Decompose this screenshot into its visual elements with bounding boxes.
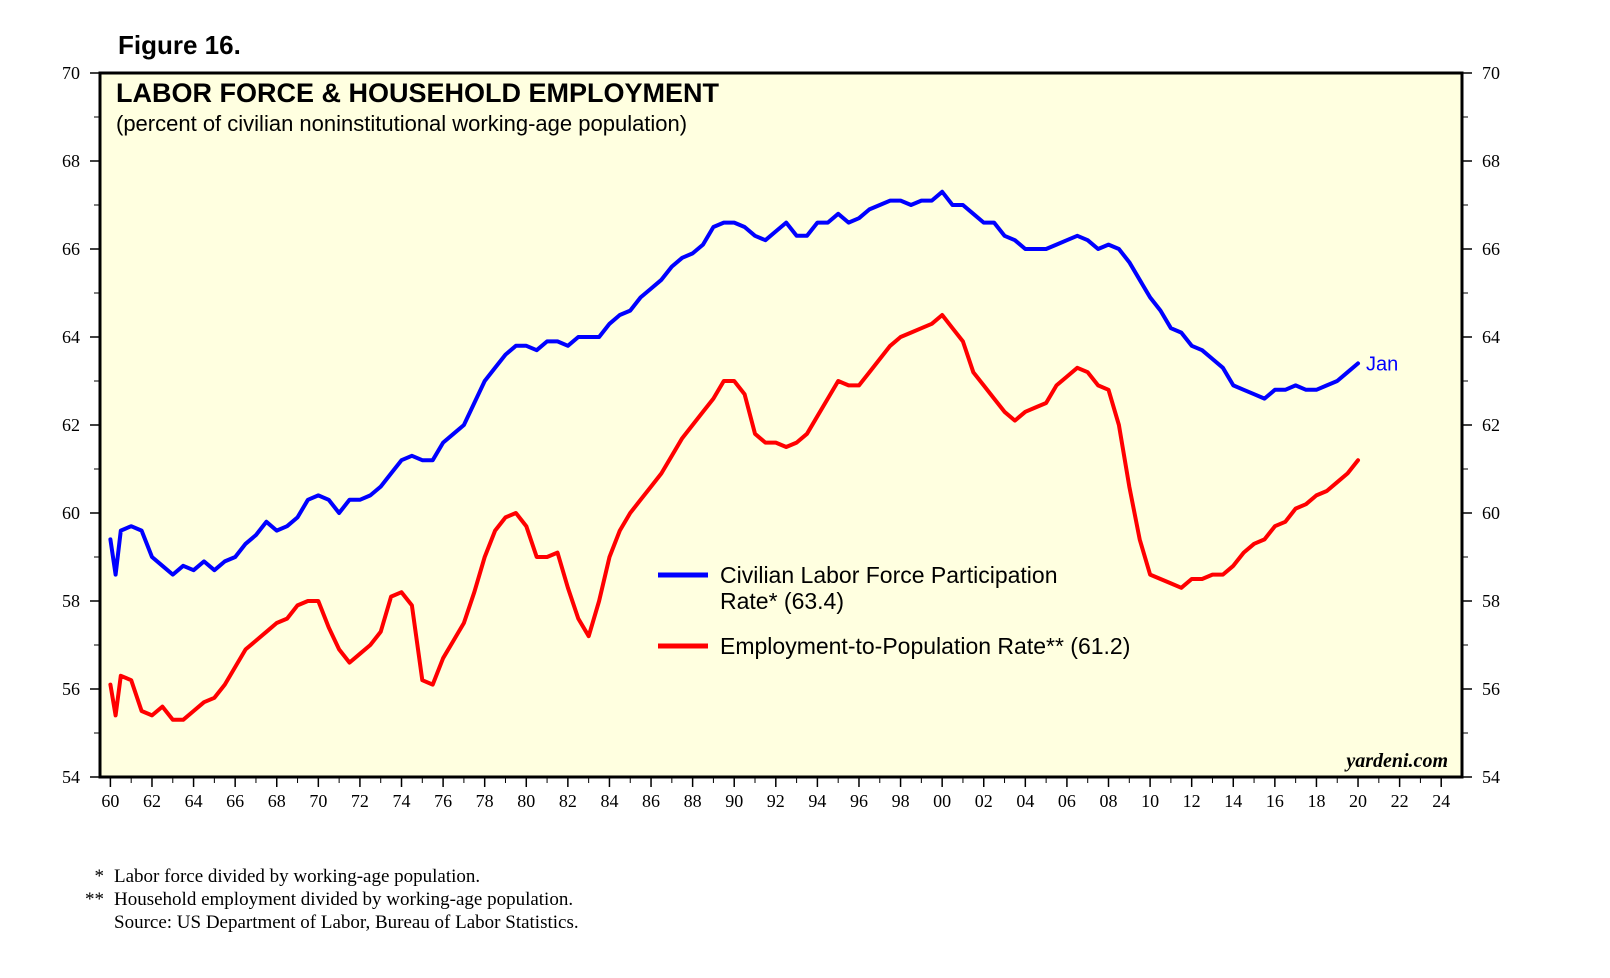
x-tick-label: 84 (600, 791, 618, 811)
y-tick-label-right: 66 (1482, 239, 1500, 259)
x-tick-label: 14 (1224, 791, 1242, 811)
x-tick-label: 18 (1307, 791, 1325, 811)
x-tick-label: 72 (351, 791, 369, 811)
y-tick-label-left: 60 (62, 503, 80, 523)
y-tick-label-left: 56 (62, 679, 80, 699)
source-credit: yardeni.com (1344, 750, 1448, 772)
legend: Civilian Labor Force ParticipationRate* … (658, 562, 1130, 659)
x-tick-label: 02 (975, 791, 993, 811)
y-tick-label-right: 60 (1482, 503, 1500, 523)
y-tick-label-left: 68 (62, 151, 80, 171)
x-tick-label: 22 (1391, 791, 1409, 811)
x-axis: 60 62 64 66 68 70 72 74 76 78 80 82 84 86 88 90 92 94 96 98… (101, 777, 1450, 811)
x-tick-label: 60 (101, 791, 119, 811)
y-tick-label-right: 62 (1482, 415, 1500, 435)
footnote-mark: ** (85, 889, 104, 910)
x-tick-label: 68 (268, 791, 286, 811)
x-tick-label: 74 (393, 791, 411, 811)
y-tick-label-right: 58 (1482, 591, 1500, 611)
plot-area (98, 71, 1464, 779)
y-tick-label-right: 70 (1482, 63, 1500, 83)
footnote-row: ** Household employment divided by worki… (60, 888, 579, 911)
x-tick-label: 10 (1141, 791, 1159, 811)
x-tick-label: 90 (725, 791, 743, 811)
y-tick-label-right: 64 (1482, 327, 1500, 347)
x-tick-label: 20 (1349, 791, 1367, 811)
y-tick-label-right: 54 (1482, 767, 1500, 787)
chart-subtitle: (percent of civilian noninstitutional wo… (116, 111, 687, 136)
x-tick-label: 70 (309, 791, 327, 811)
y-axis-left: 54 56 58 60 62 64 66 68 70 (62, 63, 100, 787)
footnote-text: Household employment divided by working-… (114, 889, 574, 910)
y-tick-label-right: 68 (1482, 151, 1500, 171)
figure-label: Figure 16. (118, 30, 241, 60)
footnote-mark (60, 911, 114, 934)
x-tick-label: 98 (892, 791, 910, 811)
x-tick-label: 86 (642, 791, 660, 811)
footnote-row: Source: US Department of Labor, Bureau o… (60, 911, 579, 934)
x-tick-label: 24 (1432, 791, 1450, 811)
x-tick-label: 08 (1100, 791, 1118, 811)
x-tick-label: 16 (1266, 791, 1284, 811)
legend-entry-label: Rate* (63.4) (720, 588, 844, 614)
x-tick-label: 78 (476, 791, 494, 811)
y-tick-label-left: 70 (62, 63, 80, 83)
x-tick-label: 00 (933, 791, 951, 811)
footnote-mark: * (94, 866, 105, 887)
x-tick-label: 88 (684, 791, 702, 811)
chart-title: LABOR FORCE & HOUSEHOLD EMPLOYMENT (116, 78, 720, 108)
source-note: Source: US Department of Labor, Bureau o… (114, 912, 579, 933)
x-tick-label: 66 (226, 791, 244, 811)
x-tick-label: 96 (850, 791, 868, 811)
footnotes: * Labor force divided by working-age pop… (60, 865, 579, 934)
x-tick-label: 06 (1058, 791, 1076, 811)
x-tick-label: 04 (1016, 791, 1034, 811)
legend-entry-label: Employment-to-Population Rate** (61.2) (720, 633, 1130, 659)
y-tick-label-left: 66 (62, 239, 80, 259)
employment-rate-line (108, 313, 1360, 722)
footnote-row: * Labor force divided by working-age pop… (60, 865, 579, 888)
y-axis-right: 54 56 58 60 62 64 66 68 70 (1462, 63, 1500, 787)
x-tick-label: 92 (767, 791, 785, 811)
footnote-text: Labor force divided by working-age popul… (114, 866, 481, 887)
legend-entry-label: Civilian Labor Force Participation (720, 562, 1058, 588)
end-label: Jan (1366, 353, 1398, 375)
y-tick-label-right: 56 (1482, 679, 1500, 699)
y-tick-label-left: 58 (62, 591, 80, 611)
x-tick-label: 82 (559, 791, 577, 811)
x-tick-label: 94 (808, 791, 826, 811)
x-tick-label: 76 (434, 791, 452, 811)
participation-rate-line (108, 189, 1360, 577)
y-tick-label-left: 64 (62, 327, 80, 347)
x-tick-label: 12 (1183, 791, 1201, 811)
y-tick-label-left: 54 (62, 767, 80, 787)
x-tick-label: 64 (185, 791, 203, 811)
y-tick-label-left: 62 (62, 415, 80, 435)
x-tick-label: 62 (143, 791, 161, 811)
x-tick-label: 80 (517, 791, 535, 811)
